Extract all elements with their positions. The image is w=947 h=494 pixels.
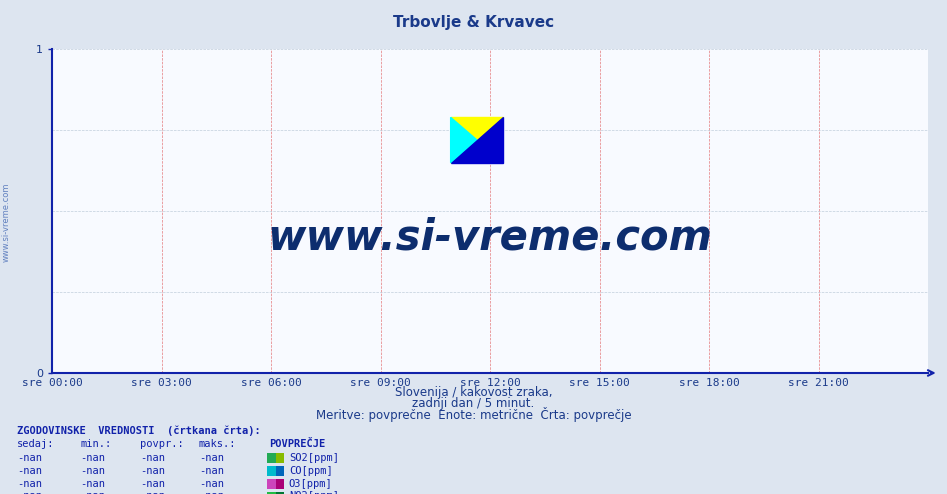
Text: -nan: -nan (199, 466, 223, 476)
Text: sedaj:: sedaj: (17, 439, 55, 449)
Text: CO[ppm]: CO[ppm] (289, 466, 332, 476)
Text: -nan: -nan (17, 492, 42, 494)
Text: -nan: -nan (80, 492, 105, 494)
Text: -nan: -nan (80, 466, 105, 476)
Polygon shape (451, 118, 503, 163)
Text: www.si-vreme.com: www.si-vreme.com (2, 183, 11, 262)
Text: povpr.:: povpr.: (140, 439, 184, 449)
Text: -nan: -nan (17, 453, 42, 463)
Text: -nan: -nan (80, 453, 105, 463)
Polygon shape (451, 118, 503, 163)
Text: -nan: -nan (17, 466, 42, 476)
Text: www.si-vreme.com: www.si-vreme.com (268, 216, 712, 258)
Text: -nan: -nan (80, 479, 105, 489)
Text: Meritve: povprečne  Enote: metrične  Črta: povprečje: Meritve: povprečne Enote: metrične Črta:… (315, 407, 632, 422)
Text: zadnji dan / 5 minut.: zadnji dan / 5 minut. (412, 397, 535, 410)
Text: -nan: -nan (199, 453, 223, 463)
Text: O3[ppm]: O3[ppm] (289, 479, 332, 489)
Text: -nan: -nan (140, 492, 165, 494)
Text: -nan: -nan (17, 479, 42, 489)
Text: min.:: min.: (80, 439, 112, 449)
Text: -nan: -nan (140, 479, 165, 489)
Text: -nan: -nan (199, 492, 223, 494)
Text: -nan: -nan (199, 479, 223, 489)
Text: -nan: -nan (140, 453, 165, 463)
Text: Trbovlje & Krvavec: Trbovlje & Krvavec (393, 15, 554, 30)
Text: -nan: -nan (140, 466, 165, 476)
Polygon shape (451, 118, 503, 163)
Text: NO2[ppm]: NO2[ppm] (289, 492, 339, 494)
Text: SO2[ppm]: SO2[ppm] (289, 453, 339, 463)
Text: Slovenija / kakovost zraka,: Slovenija / kakovost zraka, (395, 386, 552, 399)
Text: maks.:: maks.: (199, 439, 237, 449)
Text: POVPREČJE: POVPREČJE (269, 439, 325, 449)
Text: ZGODOVINSKE  VREDNOSTI  (črtkana črta):: ZGODOVINSKE VREDNOSTI (črtkana črta): (17, 425, 260, 436)
